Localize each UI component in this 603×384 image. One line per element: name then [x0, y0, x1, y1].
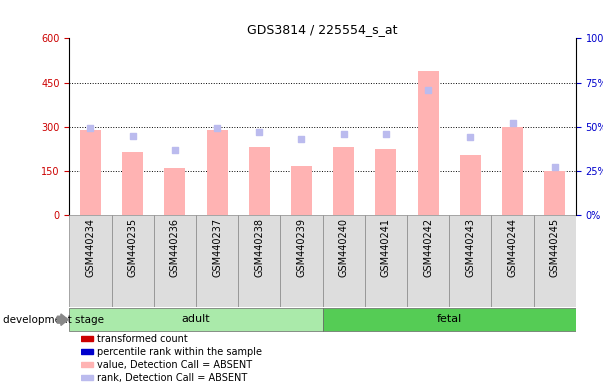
Bar	[248, 147, 270, 215]
Bar	[417, 71, 438, 215]
Text: value, Detection Call = ABSENT: value, Detection Call = ABSENT	[98, 359, 253, 369]
Text: GSM440237: GSM440237	[212, 218, 222, 277]
Point	[212, 126, 222, 132]
Point	[297, 136, 306, 142]
Title: GDS3814 / 225554_s_at: GDS3814 / 225554_s_at	[247, 23, 398, 36]
Point	[86, 126, 95, 132]
Point	[423, 86, 433, 93]
Text: GSM440234: GSM440234	[86, 218, 95, 277]
Text: GSM440242: GSM440242	[423, 218, 433, 277]
Bar	[69, 215, 112, 307]
Bar	[375, 149, 397, 215]
Text: fetal: fetal	[437, 314, 462, 324]
Bar	[491, 215, 534, 307]
Point	[339, 131, 349, 137]
Text: GSM440236: GSM440236	[170, 218, 180, 277]
Bar	[154, 215, 196, 307]
Bar	[323, 215, 365, 307]
Text: GSM440235: GSM440235	[128, 218, 137, 277]
Bar	[206, 130, 227, 215]
Point	[381, 131, 391, 137]
Point	[128, 132, 137, 139]
Point	[550, 164, 560, 170]
Bar	[291, 167, 312, 215]
Bar	[333, 147, 354, 215]
Bar	[81, 362, 93, 367]
Bar	[459, 155, 481, 215]
Text: GSM440244: GSM440244	[508, 218, 517, 277]
Bar	[81, 349, 93, 354]
Point	[508, 120, 517, 126]
Bar	[534, 215, 576, 307]
Text: percentile rank within the sample: percentile rank within the sample	[98, 347, 262, 357]
Bar	[544, 171, 566, 215]
Bar	[449, 215, 491, 307]
Text: transformed count: transformed count	[98, 334, 188, 344]
Bar	[81, 375, 93, 381]
Text: GSM440238: GSM440238	[254, 218, 264, 277]
Bar	[81, 336, 93, 341]
Text: GSM440243: GSM440243	[466, 218, 475, 277]
Bar	[122, 152, 143, 215]
Bar	[365, 215, 407, 307]
Bar	[69, 308, 323, 331]
Bar	[280, 215, 323, 307]
Bar	[407, 215, 449, 307]
Point	[170, 147, 180, 153]
Text: GSM440241: GSM440241	[381, 218, 391, 277]
Bar	[164, 168, 186, 215]
Text: adult: adult	[182, 314, 210, 324]
Bar	[196, 215, 238, 307]
Text: GSM440245: GSM440245	[550, 218, 560, 277]
Text: GSM440239: GSM440239	[297, 218, 306, 277]
Text: rank, Detection Call = ABSENT: rank, Detection Call = ABSENT	[98, 372, 248, 382]
Text: development stage: development stage	[3, 314, 104, 325]
Bar	[323, 308, 576, 331]
Bar	[112, 215, 154, 307]
Bar	[80, 130, 101, 215]
Point	[254, 129, 264, 135]
Text: GSM440240: GSM440240	[339, 218, 349, 277]
Bar	[238, 215, 280, 307]
Point	[466, 134, 475, 141]
Bar	[502, 127, 523, 215]
